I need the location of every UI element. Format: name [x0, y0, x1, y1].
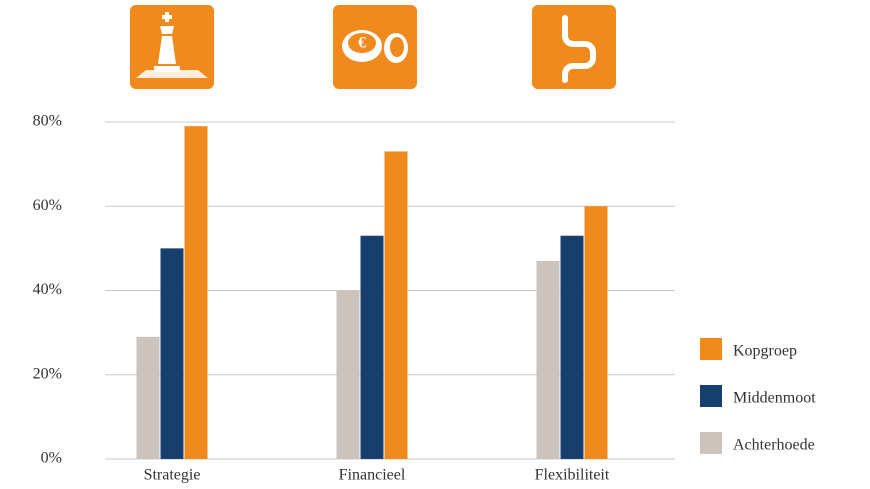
y-tick-label: 40% — [33, 281, 62, 298]
legend-swatch — [700, 432, 722, 454]
bar — [336, 290, 360, 459]
x-tick-label: Strategie — [144, 467, 201, 484]
x-tick-label: Flexibiliteit — [535, 467, 610, 484]
bar — [560, 235, 584, 459]
svg-text:€: € — [358, 35, 366, 52]
bar — [384, 151, 408, 460]
icon-flexibility — [532, 5, 616, 89]
bar — [184, 126, 208, 460]
legend-label: Achterhoede — [733, 437, 815, 454]
y-tick-label: 60% — [33, 197, 62, 214]
bar — [536, 261, 560, 459]
bar — [360, 235, 384, 459]
legend-swatch — [700, 338, 722, 360]
x-tick-label: Financieel — [339, 467, 406, 484]
legend-swatch — [700, 385, 722, 407]
y-tick-label: 0% — [41, 450, 62, 467]
bar — [584, 206, 608, 459]
y-tick-label: 20% — [33, 365, 62, 382]
bar — [160, 248, 184, 459]
y-tick-label: 80% — [33, 113, 62, 130]
bar — [136, 336, 160, 459]
icon-strategy — [130, 5, 214, 89]
legend-label: Middenmoot — [733, 390, 816, 407]
legend-label: Kopgroep — [733, 343, 797, 360]
icon-finance: € — [333, 5, 417, 89]
